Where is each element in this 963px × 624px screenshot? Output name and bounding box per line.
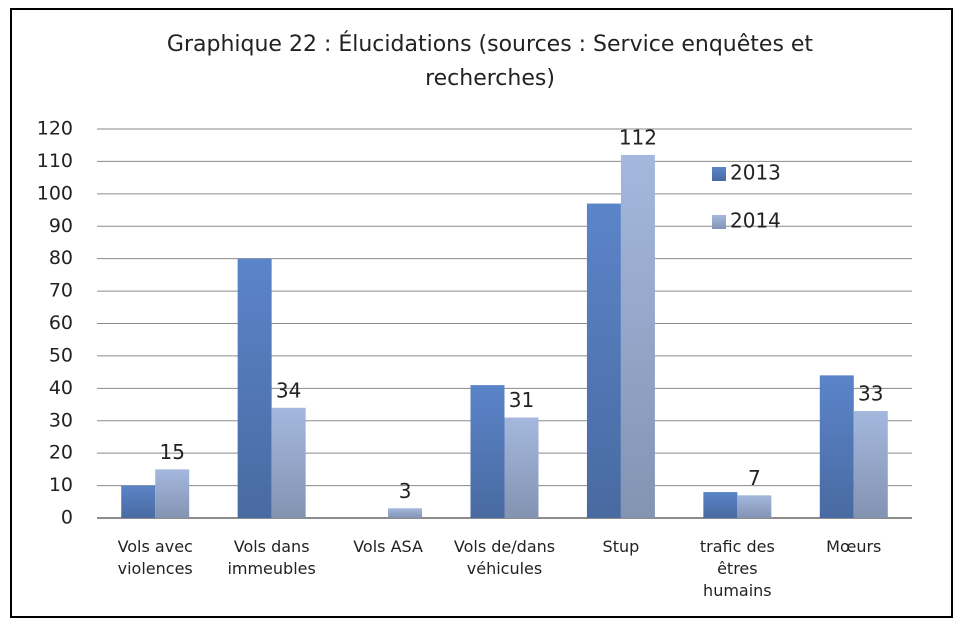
x-tick-label: Mœurs <box>826 537 882 556</box>
legend-label: 2014 <box>730 209 781 233</box>
x-tick-label: Stup <box>602 537 640 556</box>
y-tick-label: 100 <box>37 182 73 204</box>
legend-swatch <box>712 215 726 229</box>
y-tick-label: 60 <box>49 312 73 334</box>
y-tick-label: 70 <box>49 280 73 302</box>
bar <box>586 203 621 518</box>
y-tick-label: 90 <box>49 215 73 237</box>
chart-title: Graphique 22 : Élucidations (sources : S… <box>166 32 814 91</box>
data-label: 15 <box>159 440 184 464</box>
data-label: 7 <box>748 466 761 490</box>
bar <box>703 492 738 518</box>
bar <box>470 385 505 518</box>
x-tick-label: Vols ASA <box>353 537 423 556</box>
y-tick-label: 20 <box>49 442 73 464</box>
x-tick-label: trafic des êtres humains <box>699 537 775 600</box>
legend-label: 2013 <box>730 161 781 185</box>
data-label: 33 <box>858 382 883 406</box>
bar <box>121 485 156 518</box>
data-label: 31 <box>509 388 534 412</box>
bar <box>504 417 539 518</box>
y-tick-label: 50 <box>49 344 73 366</box>
bar <box>388 508 423 518</box>
y-tick-label: 110 <box>37 150 73 172</box>
bar <box>155 469 190 518</box>
x-tick-label: Vols de/dans véhicules <box>453 537 556 578</box>
y-tick-label: 40 <box>49 377 73 399</box>
bar <box>737 495 772 518</box>
y-tick-label: 120 <box>37 118 73 140</box>
bar <box>853 411 888 518</box>
x-tick-label: Vols avec violences <box>117 537 193 578</box>
bar <box>819 375 854 518</box>
bar <box>237 258 272 518</box>
data-label: 3 <box>399 479 412 503</box>
x-tick-label: Vols dans immeubles <box>227 537 316 578</box>
y-tick-label: 30 <box>49 409 73 431</box>
bar <box>271 407 306 518</box>
y-tick-label: 80 <box>49 247 73 269</box>
data-label: 112 <box>619 125 657 149</box>
chart-frame <box>10 8 953 618</box>
bar <box>620 154 655 518</box>
y-tick-label: 10 <box>49 474 73 496</box>
data-label: 34 <box>276 378 301 402</box>
legend-swatch <box>712 167 726 181</box>
y-tick-label: 0 <box>61 507 73 529</box>
